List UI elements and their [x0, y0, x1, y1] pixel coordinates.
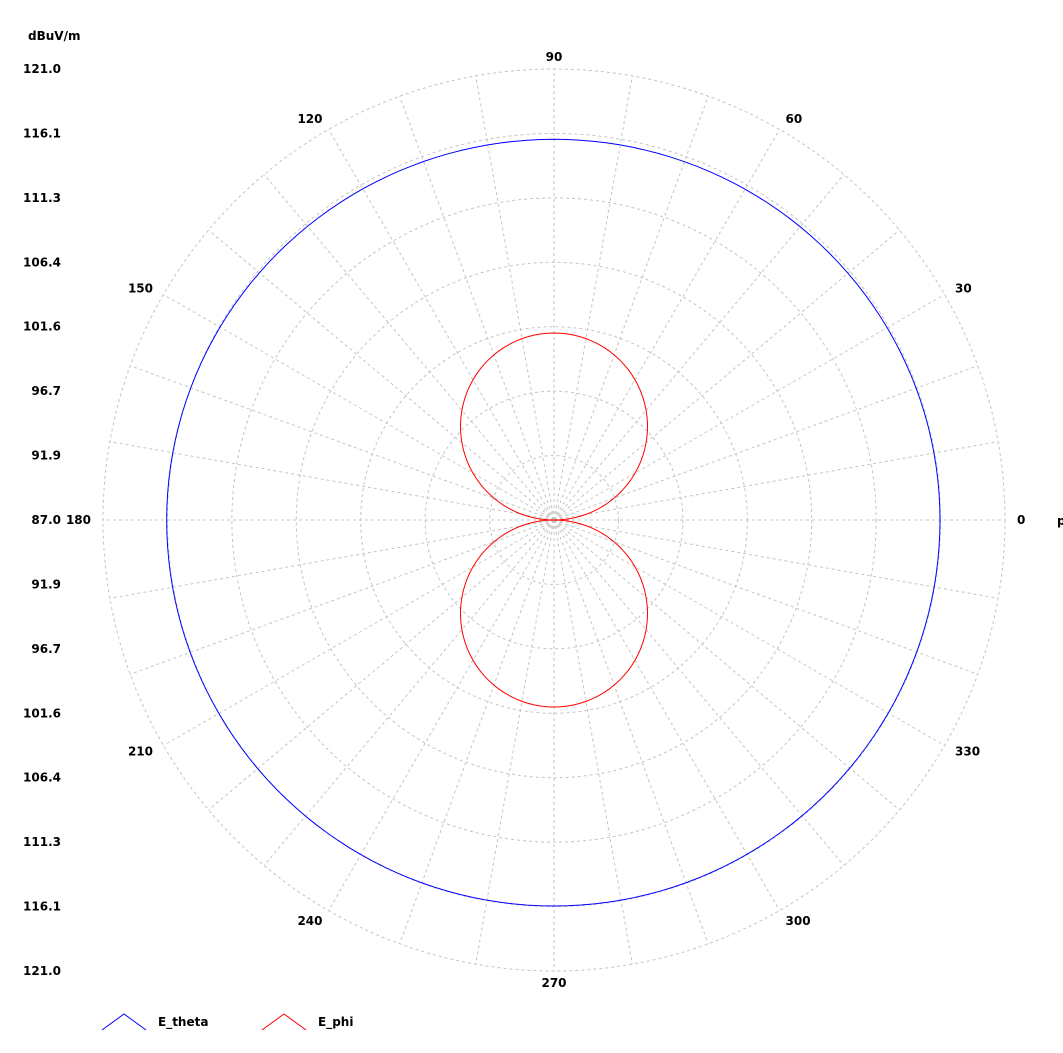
grid-spoke [263, 519, 555, 866]
angle-tick-label: 60 [786, 112, 803, 126]
angle-tick-label: 300 [786, 914, 811, 928]
grid-spoke [553, 519, 845, 866]
grid-spoke [553, 519, 945, 746]
grid-spoke [553, 129, 780, 521]
grid-spoke [553, 519, 709, 944]
grid-spoke [475, 519, 555, 965]
grid-spoke [328, 519, 555, 911]
grid-spoke [553, 519, 900, 811]
grid-spoke [399, 519, 555, 944]
grid-spoke [553, 519, 780, 911]
grid-spoke [163, 294, 555, 521]
radial-tick-label: 87.0 [31, 513, 61, 527]
angle-tick-label: 150 [128, 282, 153, 296]
legend-label: E_theta [158, 1015, 208, 1030]
radial-tick-label: 91.9 [31, 577, 61, 591]
angle-tick-label: 120 [297, 112, 322, 126]
radial-tick-label: 111.3 [23, 835, 61, 849]
series-e-theta-line [166, 138, 941, 907]
legend-swatch [261, 1013, 307, 1031]
radial-tick-label: 106.4 [23, 255, 61, 269]
grid-spoke [553, 75, 633, 521]
series-e-phi-line [460, 332, 648, 708]
grid-spoke [208, 519, 555, 811]
grid-ring [295, 261, 813, 779]
grid-spoke [553, 365, 978, 521]
radial-tick-label: 121.0 [23, 62, 61, 76]
radial-tick-label: 101.6 [23, 320, 61, 334]
angle-tick-label: 180 [66, 513, 91, 527]
angle-axis-label: phi [1057, 514, 1063, 528]
chart-curves [166, 138, 941, 907]
unit-label: dBuV/m [28, 29, 80, 43]
grid-ring [489, 455, 619, 585]
angle-tick-label: 210 [128, 745, 153, 759]
radial-tick-label: 121.0 [23, 964, 61, 978]
grid-spoke [475, 75, 555, 521]
radial-tick-label: 106.4 [23, 771, 61, 785]
radial-tick-label: 101.6 [23, 706, 61, 720]
grid-spoke [130, 365, 555, 521]
radial-tick-label: 116.1 [23, 900, 61, 914]
legend-label: E_phi [318, 1015, 353, 1030]
angle-tick-label: 90 [546, 50, 563, 64]
polar-grid [102, 68, 1006, 972]
angle-tick-label: 0 [1017, 513, 1025, 527]
grid-spoke [130, 519, 555, 675]
grid-spoke [553, 519, 633, 965]
legend-swatch [101, 1013, 147, 1031]
radial-tick-label: 111.3 [23, 191, 61, 205]
angle-tick-label: 240 [297, 914, 322, 928]
grid-spoke [163, 519, 555, 746]
grid-spoke [553, 294, 945, 521]
radial-tick-label: 96.7 [31, 642, 61, 656]
grid-spoke [328, 129, 555, 521]
grid-spoke [208, 229, 555, 521]
angle-tick-label: 330 [955, 745, 980, 759]
grid-spoke [553, 96, 709, 521]
angle-tick-label: 30 [955, 282, 972, 296]
grid-spoke [553, 441, 999, 521]
grid-spoke [109, 441, 555, 521]
grid-spoke [109, 519, 555, 599]
grid-spoke [399, 96, 555, 521]
radial-tick-label: 91.9 [31, 449, 61, 463]
radial-tick-label: 116.1 [23, 126, 61, 140]
radial-tick-label: 96.7 [31, 384, 61, 398]
grid-ring [231, 197, 877, 843]
chart-legend: E_theta E_phi [101, 1013, 353, 1031]
grid-spoke [553, 519, 999, 599]
angle-tick-label: 270 [541, 976, 566, 990]
grid-spoke [553, 519, 978, 675]
chart-labels: 0 30 60 90 120 150 180 210 240 270 300 330 phi dBuV/m… [23, 29, 1063, 990]
